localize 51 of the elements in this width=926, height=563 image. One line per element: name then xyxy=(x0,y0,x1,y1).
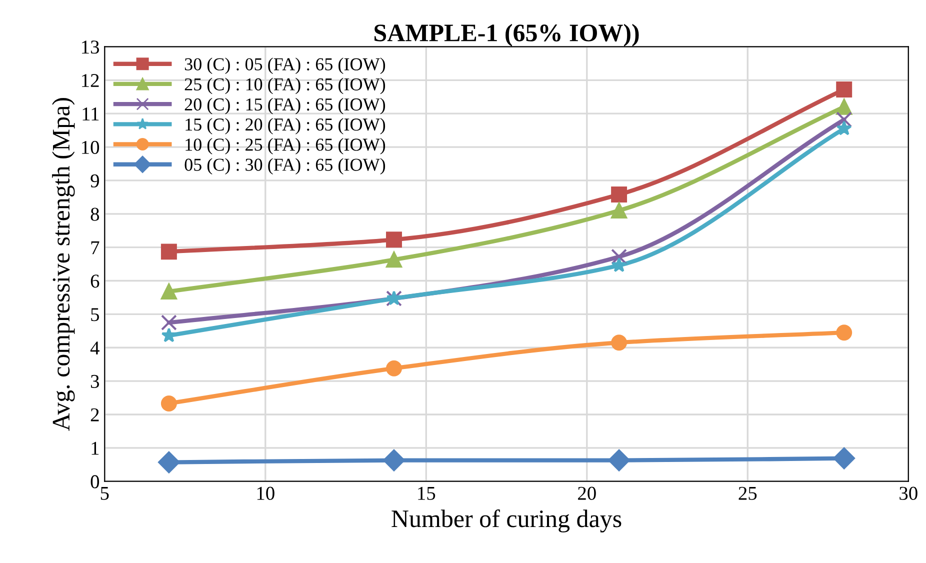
y-tick-label: 0 xyxy=(90,475,100,488)
x-tick-label: 30 xyxy=(900,486,918,500)
y-tick-label: 12 xyxy=(82,74,99,87)
y-tick-label: 13 xyxy=(82,40,100,54)
chart-title: SAMPLE-1 (65% IOW)) xyxy=(374,24,639,46)
point xyxy=(836,98,852,115)
point xyxy=(611,202,628,219)
x-tick-label: 25 xyxy=(738,486,757,500)
point xyxy=(160,314,177,331)
y-tick-label: 1 xyxy=(92,442,99,455)
y-tick-label: 9 xyxy=(90,174,99,188)
point xyxy=(386,252,402,268)
legend-label: 10 (C) : 25 (FA) : 65 (IOW) xyxy=(186,138,386,154)
point xyxy=(611,257,627,272)
y-tick-label: 5 xyxy=(91,308,100,322)
point xyxy=(383,449,405,472)
point xyxy=(833,447,855,470)
point xyxy=(161,328,177,342)
y-tick-label: 4 xyxy=(90,342,100,354)
point xyxy=(836,120,852,136)
y-axis-title: Avg. compressive strength (Mpa) xyxy=(52,98,75,431)
y-tick-label: 6 xyxy=(90,274,100,288)
legend-label: 15 (C) : 20 (FA) : 65 (IOW) xyxy=(186,118,386,134)
point xyxy=(836,82,852,98)
x-tick-label: 20 xyxy=(578,486,596,500)
point xyxy=(160,395,177,412)
point xyxy=(611,334,628,351)
y-tick-label: 11 xyxy=(82,108,99,120)
x-axis-title: Number of curing days xyxy=(392,509,622,532)
point xyxy=(160,283,177,300)
x-tick-label: 15 xyxy=(418,486,436,500)
y-tick-label: 10 xyxy=(82,140,100,154)
point xyxy=(386,360,402,376)
point xyxy=(836,112,852,128)
y-tick-label: 3 xyxy=(90,374,100,388)
point xyxy=(611,186,628,202)
point xyxy=(158,451,180,474)
y-tick-label: 8 xyxy=(90,208,100,221)
point xyxy=(608,449,630,472)
legend-label: 30 (C) : 05 (FA) : 65 (IOW) xyxy=(184,58,386,74)
point xyxy=(160,244,177,260)
legend-label: 05 (C) : 30 (FA) : 65 (IOW) xyxy=(184,158,386,175)
x-tick-label: 5 xyxy=(100,486,109,500)
point xyxy=(611,248,628,265)
y-tick-label: 7 xyxy=(91,241,100,254)
point xyxy=(386,232,402,248)
legend-label: 20 (C) : 15 (FA) : 65 (IOW) xyxy=(184,98,386,114)
point xyxy=(836,324,852,341)
legend-label: 25 (C) : 10 (FA) : 65 (IOW) xyxy=(184,78,386,94)
y-tick-label: 2 xyxy=(90,408,99,422)
x-tick-label: 10 xyxy=(257,486,274,500)
